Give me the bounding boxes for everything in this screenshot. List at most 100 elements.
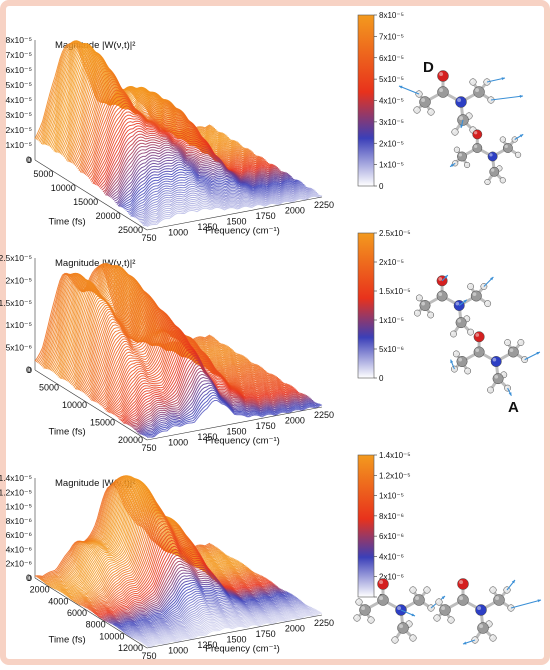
- surface-slice: [96, 123, 272, 186]
- carbon-atom-highlight: [457, 318, 462, 323]
- surface-slice: [134, 187, 310, 218]
- surface-slice: [125, 599, 301, 635]
- z-axis-label: Magnitude |W(ν,t)|²: [55, 478, 135, 489]
- hydrogen-atom-highlight: [484, 79, 487, 82]
- colorbar-tick-label: 4x10⁻⁵: [379, 97, 404, 106]
- surface-slice: [91, 534, 267, 613]
- surface-slice: [112, 153, 289, 201]
- hydrogen-atom-highlight: [434, 615, 437, 618]
- frequency-tick-label: 2250: [314, 410, 334, 420]
- surface-slice: [77, 81, 253, 170]
- surface-slice: [107, 144, 284, 197]
- vector-arrowhead: [411, 613, 415, 617]
- colorbar-tick-label: 1x10⁻⁵: [379, 161, 404, 170]
- hydrogen-atom-highlight: [428, 109, 431, 112]
- z-tick-label: 1x10⁻⁵: [6, 140, 32, 150]
- surface-slice: [139, 189, 315, 222]
- colorbar-tick-label: 7x10⁻⁵: [379, 32, 404, 41]
- surface-slice: [62, 480, 238, 595]
- carbon-atom: [492, 373, 504, 385]
- surface-slice: [144, 193, 320, 227]
- surface-slice: [105, 566, 281, 622]
- hydrogen-atom: [427, 311, 435, 319]
- oxygen-atom: [377, 578, 389, 590]
- surface-slice: [126, 600, 302, 636]
- oxygen-atom: [473, 331, 485, 343]
- hydrogen-atom-highlight: [410, 587, 413, 590]
- z-tick-label: 2x10⁻⁵: [6, 125, 32, 135]
- hydrogen-atom-highlight: [490, 635, 493, 638]
- nitrogen-atom: [475, 604, 487, 616]
- hydrogen-atom-highlight: [505, 340, 508, 343]
- time-tick-label: 0: [26, 155, 31, 165]
- surface-slice: [71, 70, 247, 164]
- carbon-atom: [472, 143, 483, 153]
- surface-slice: [111, 151, 288, 199]
- colorbar-tick-label: 6x10⁻⁶: [379, 532, 404, 541]
- time-tick-label: 10000: [51, 183, 76, 193]
- surface-slice: [136, 606, 313, 641]
- surface-slice: [132, 605, 309, 639]
- hydrogen-atom-highlight: [415, 310, 418, 314]
- carbon-atom: [457, 151, 467, 162]
- hydrogen-atom-highlight: [485, 180, 488, 182]
- surface-slice: [143, 610, 319, 645]
- oxygen-atom: [437, 70, 449, 82]
- surface-slice: [146, 195, 323, 228]
- nitrogen-atom-highlight: [489, 153, 493, 157]
- surface-slice: [122, 171, 299, 209]
- hydrogen-atom-highlight: [468, 284, 471, 287]
- surface-slice: [126, 177, 302, 212]
- surface-slice: [90, 108, 266, 181]
- z-tick-label: 2x10⁻⁵: [6, 275, 32, 285]
- hydrogen-atom: [423, 586, 431, 594]
- z-tick-label: 1x10⁻⁵: [6, 320, 32, 330]
- z-tick-label: 1.5x10⁻⁵: [0, 298, 32, 308]
- panel-d: 8x10⁻⁵ 7x10⁻⁵ 6x10⁻⁵ 5x10⁻⁵ 4x10⁻⁵ 3x10⁻⁵ 2x10…: [6, 11, 434, 243]
- frequency-tick-label: 750: [141, 233, 156, 243]
- carbon-atom-highlight: [459, 596, 464, 600]
- oxygen-atom-highlight: [474, 131, 478, 135]
- hydrogen-atom-highlight: [501, 372, 504, 375]
- hydrogen-atom: [499, 177, 506, 184]
- surface-slice: [115, 157, 291, 204]
- surface-slice: [67, 62, 243, 162]
- surface-slice: [138, 188, 314, 221]
- surface-slice: [99, 551, 275, 618]
- colorbar-tick-label: 2x10⁻⁶: [379, 573, 404, 582]
- frequency-tick-label: 2250: [314, 618, 334, 628]
- surface-slice: [95, 542, 271, 616]
- surface-slice: [101, 133, 277, 191]
- carbon-atom-highlight: [379, 596, 384, 600]
- nitrogen-atom-highlight: [492, 357, 497, 362]
- surface-slice: [93, 117, 270, 185]
- hydrogen-atom-highlight: [504, 587, 507, 590]
- surface-slice: [135, 606, 311, 640]
- colorbar-tick-label: 0: [379, 374, 384, 383]
- vector-arrowhead: [537, 599, 541, 603]
- surface-slice: [69, 279, 246, 385]
- surface-slice: [109, 575, 285, 624]
- surface-slice: [63, 481, 240, 596]
- colorbar-tick-label: 3x10⁻⁵: [379, 118, 404, 127]
- hydrogen-atom-highlight: [406, 621, 409, 624]
- surface-slice: [146, 400, 323, 438]
- time-tick-label: 25000: [118, 225, 143, 235]
- colorbar-tick-label: 1.2x10⁻⁵: [379, 471, 411, 480]
- surface-slice: [79, 86, 256, 173]
- surface-slice: [140, 190, 316, 224]
- surface-slice: [101, 557, 277, 621]
- z-tick-label: 0: [27, 573, 32, 583]
- vector-arrowhead: [490, 277, 494, 281]
- colorbar: [357, 232, 375, 379]
- surface-slice: [94, 539, 270, 615]
- frequency-axis-line: [146, 406, 323, 441]
- time-tick-label: 15000: [90, 418, 115, 428]
- displacement-vector: [510, 599, 542, 609]
- z-tick-label: 3x10⁻⁵: [6, 110, 32, 120]
- surface-slice: [142, 192, 319, 227]
- colorbar-tick-label: 8x10⁻⁵: [379, 11, 404, 20]
- surface-slice: [103, 563, 280, 622]
- surface-slice: [103, 138, 280, 194]
- surface-slice: [140, 608, 316, 644]
